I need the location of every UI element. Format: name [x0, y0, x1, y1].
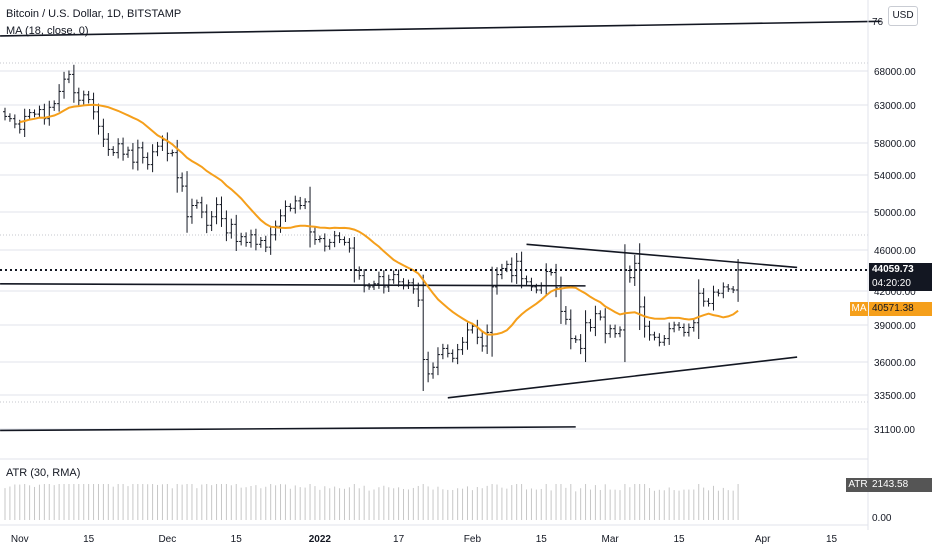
- price-tick-label: 33500.00: [874, 391, 916, 402]
- ma-value-label: 40571.38: [869, 302, 932, 316]
- lower-support-line: [0, 426, 576, 432]
- last-price-label: 44059.73: [869, 263, 932, 277]
- symbol-title: Bitcoin / U.S. Dollar, 1D, BITSTAMP: [6, 8, 182, 20]
- support-line: [0, 283, 586, 287]
- trendlines[interactable]: [0, 20, 881, 432]
- price-tick-label: 42000.00: [874, 287, 916, 298]
- price-tick-label: 31100.00: [874, 425, 915, 436]
- triangle-upper-line: [526, 243, 798, 269]
- atr-histogram: [4, 484, 739, 520]
- price-tick-label: 36000.00: [874, 358, 916, 369]
- time-label: Feb: [464, 534, 482, 545]
- currency-button[interactable]: USD: [888, 6, 918, 26]
- time-label: 15: [83, 534, 95, 545]
- ma-tag: MA: [850, 302, 868, 316]
- upper-channel-line: [0, 20, 881, 37]
- countdown-label: 04:20:20: [869, 277, 932, 291]
- price-tick-label: 50000.00: [874, 208, 916, 219]
- price-tick-label: 54000.00: [874, 171, 916, 182]
- time-label: Mar: [602, 534, 620, 545]
- time-label: 15: [231, 534, 243, 545]
- atr-value-label: 2143.58: [869, 478, 932, 492]
- time-label: 15: [536, 534, 548, 545]
- atr-zero-tick: 0.00: [872, 513, 892, 524]
- time-label: 15: [673, 534, 685, 545]
- price-grid: [0, 62, 868, 430]
- ma-line: [19, 103, 739, 336]
- time-label: Nov: [11, 534, 29, 545]
- price-scale-ticks: 68000.00 63000.00 58000.00 54000.00 50000.00…: [874, 67, 916, 436]
- time-label: 15: [826, 534, 838, 545]
- price-tick-label: 63000.00: [874, 101, 916, 112]
- time-label: 17: [393, 534, 405, 545]
- price-tick-label: 58000.00: [874, 139, 916, 150]
- time-label: 2022: [309, 534, 332, 545]
- triangle-lower-line: [447, 356, 798, 399]
- time-axis-labels: Nov 15 Dec 15 2022 17 Feb 15 Mar 15 Apr 15: [11, 534, 838, 545]
- price-tick-label: 68000.00: [874, 67, 916, 78]
- atr-indicator-label[interactable]: ATR (30, RMA): [6, 467, 81, 479]
- time-label: Dec: [158, 534, 176, 545]
- partial-top-tick: 76: [872, 17, 884, 28]
- ma-indicator-label[interactable]: MA (18, close, 0): [6, 25, 89, 37]
- time-label: Apr: [755, 534, 771, 545]
- price-tick-label: 46000.00: [874, 246, 916, 257]
- ohlc-bars: [3, 64, 741, 391]
- price-tick-label: 39000.00: [874, 321, 916, 332]
- atr-tag: ATR: [846, 478, 870, 492]
